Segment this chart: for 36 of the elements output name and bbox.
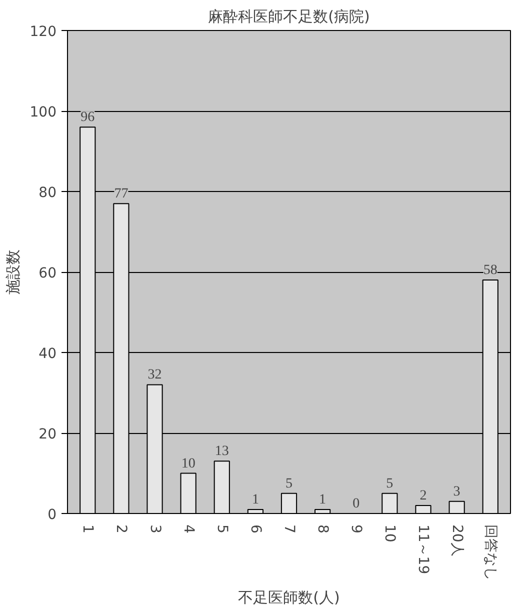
data-label: 5 xyxy=(286,476,292,492)
data-label: 1 xyxy=(252,492,259,508)
data-label: 77 xyxy=(114,186,128,202)
y-tick-label: 120 xyxy=(30,24,57,40)
y-tick-label: 40 xyxy=(38,346,57,362)
y-tick-label: 100 xyxy=(30,104,57,120)
x-tick-label: 8 xyxy=(314,524,331,534)
x-tick-label: 5 xyxy=(214,524,230,534)
data-label: 58 xyxy=(483,263,498,278)
data-label: 10 xyxy=(181,456,196,472)
data-label: 96 xyxy=(80,110,95,126)
x-tick-label: 3 xyxy=(146,524,163,534)
x-tick-label: 10 xyxy=(382,524,398,542)
data-label: 0 xyxy=(352,496,360,512)
data-label: 32 xyxy=(148,368,162,383)
x-tick-label: 6 xyxy=(247,524,264,534)
x-tick-label: 回答なし xyxy=(482,524,498,580)
y-tick-label: 20 xyxy=(38,426,57,442)
x-tick-label: 20人 xyxy=(448,524,465,556)
x-axis-title: 不足医師数(人) xyxy=(238,588,340,606)
chart-title: 麻酔科医師不足数(病院) xyxy=(208,8,370,26)
data-label: 5 xyxy=(386,476,394,492)
x-tick-label: 9 xyxy=(348,524,364,534)
data-label: 3 xyxy=(453,484,460,500)
y-tick-label: 0 xyxy=(48,507,57,523)
x-tick-label: 2 xyxy=(113,524,130,534)
y-axis-title: 施設数 xyxy=(4,250,22,294)
y-tick-label: 60 xyxy=(38,266,57,282)
y-tick-label: 80 xyxy=(38,185,57,201)
x-tick-label: 1 xyxy=(80,524,96,534)
data-label: 13 xyxy=(214,444,229,460)
x-tick-label: 7 xyxy=(281,524,297,534)
x-tick-label: 11～19 xyxy=(415,524,432,574)
data-label: 1 xyxy=(319,492,326,508)
x-tick-label: 4 xyxy=(180,524,196,534)
data-label: 2 xyxy=(420,488,427,504)
